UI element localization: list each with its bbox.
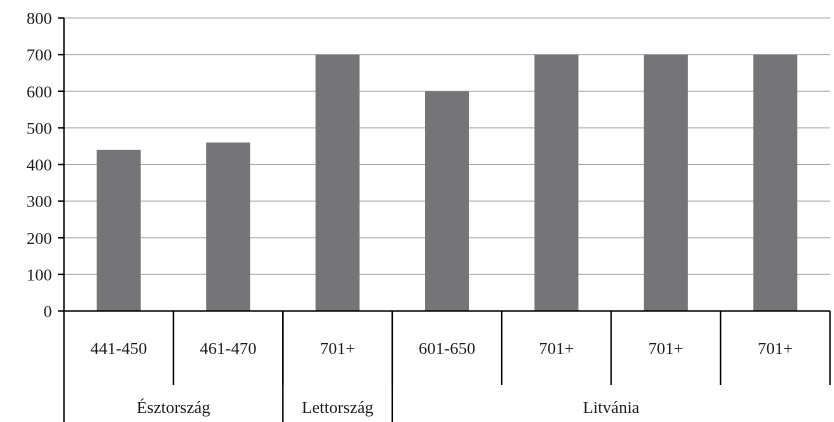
y-tick-label-400: 400: [27, 156, 53, 175]
y-tick-label-0: 0: [44, 302, 53, 321]
x-category-label-2: 461-470: [200, 339, 257, 358]
x-group-label-3: Litvánia: [583, 398, 640, 417]
y-tick-label-800: 800: [27, 9, 53, 28]
y-tick-labels: 0 100 200 300 400 500 600 700 800: [27, 9, 53, 321]
x-category-label-3: 701+: [320, 339, 355, 358]
bar-1: [97, 150, 141, 311]
y-tick-label-100: 100: [27, 265, 53, 284]
y-tick-label-200: 200: [27, 229, 53, 248]
bar-4: [425, 91, 469, 311]
bar-5: [534, 55, 578, 311]
bar-6: [644, 55, 688, 311]
x-category-label-4: 601-650: [419, 339, 476, 358]
bar-7: [753, 55, 797, 311]
bar-2: [206, 143, 250, 311]
y-tick-label-600: 600: [27, 82, 53, 101]
y-tick-label-300: 300: [27, 192, 53, 211]
x-category-label-6: 701+: [648, 339, 683, 358]
x-category-label-5: 701+: [539, 339, 574, 358]
x-group-label-2: Lettország: [302, 398, 374, 417]
x-category-label-1: 441-450: [90, 339, 147, 358]
bars: [97, 55, 798, 311]
y-tick-label-500: 500: [27, 119, 53, 138]
y-tick-label-700: 700: [27, 46, 53, 65]
x-category-labels: 441-450 461-470 701+ 601-650 701+ 701+ 701+: [90, 339, 792, 358]
x-category-label-7: 701+: [758, 339, 793, 358]
x-group-labels: Észtország Lettország Litvánia: [137, 398, 640, 417]
bar-3: [316, 55, 360, 311]
x-group-label-1: Észtország: [137, 398, 211, 417]
